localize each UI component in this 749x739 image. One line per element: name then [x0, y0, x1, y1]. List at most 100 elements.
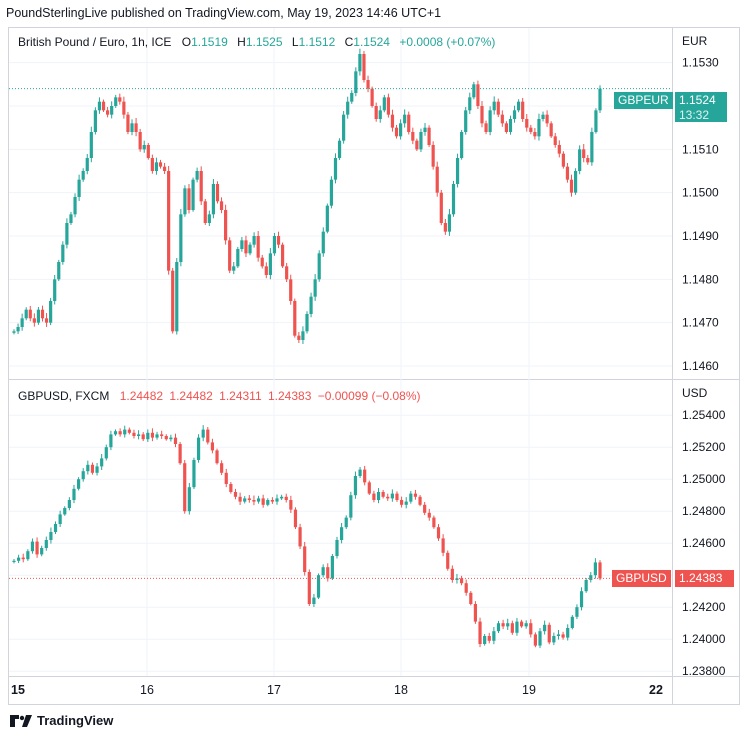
gbpeur-low-label: L — [291, 35, 299, 49]
candle-body — [370, 88, 374, 106]
candle-body — [553, 136, 557, 145]
candle-body — [67, 500, 71, 508]
candle-body — [260, 257, 264, 267]
candle-body — [236, 249, 240, 267]
y-tick-label: 1.1460 — [682, 359, 719, 373]
candle-body — [150, 432, 155, 438]
candle-body — [307, 572, 311, 604]
candle-body — [432, 517, 436, 528]
gbpusd-price-tag: 1.24383 — [675, 570, 734, 587]
candle-body — [533, 132, 537, 137]
candle-body — [293, 509, 298, 528]
x-tick-label: 17 — [267, 683, 281, 697]
candle-body — [309, 296, 313, 314]
candle-body — [110, 106, 114, 115]
candle-body — [510, 623, 514, 633]
candle-body — [105, 110, 110, 115]
candle-body — [455, 578, 459, 580]
candle-body — [390, 493, 394, 499]
candle-body — [219, 201, 224, 210]
candle-body — [573, 171, 578, 193]
candle-body — [109, 434, 113, 448]
candle-body — [439, 192, 443, 223]
candle-body — [122, 101, 126, 115]
candle-body — [329, 179, 334, 206]
x-tick-label: 19 — [522, 683, 536, 697]
y-tick-label: 1.24800 — [682, 504, 726, 518]
candle-body — [104, 447, 108, 459]
candle-body — [57, 262, 61, 280]
candle-body — [342, 114, 346, 141]
candle-body — [175, 262, 179, 332]
candle-body — [93, 110, 97, 132]
gbpeur-symbol-tag: GBPEUR — [614, 92, 673, 109]
gbpeur-close-value: 1.1524 — [353, 35, 390, 49]
candle-body — [512, 110, 517, 119]
candle-body — [436, 527, 441, 539]
candle-body — [164, 436, 168, 440]
candle-body — [138, 132, 142, 150]
candle-body — [460, 132, 464, 158]
candle-body — [346, 101, 350, 115]
candle-body — [264, 266, 268, 275]
candle-body — [313, 279, 317, 297]
candle-body — [127, 429, 131, 433]
candle-body — [431, 145, 435, 167]
candle-body — [154, 162, 159, 171]
y-tick-label: 1.1530 — [682, 56, 719, 70]
candle-body — [427, 127, 431, 145]
candle-body — [118, 431, 122, 435]
axis-unit-label: USD — [682, 386, 708, 400]
candle-body — [146, 432, 150, 440]
candle-body — [521, 101, 525, 119]
candle-body — [215, 450, 219, 464]
candle-body — [326, 567, 330, 579]
candle-body — [504, 123, 509, 132]
candle-body — [187, 188, 191, 210]
candle-body — [206, 429, 210, 443]
candle-body — [455, 158, 460, 184]
candle-body — [372, 493, 376, 500]
candle-body — [69, 214, 73, 223]
candle-body — [395, 493, 399, 500]
gbpeur-legend-title: British Pound / Euro, 1h, ICE — [18, 35, 172, 49]
candle-body — [36, 309, 41, 323]
candle-body — [272, 236, 277, 254]
tradingview-footer[interactable]: TradingView — [10, 713, 113, 728]
candle-body — [496, 623, 501, 632]
candle-body — [435, 166, 439, 193]
x-tick-label: 18 — [394, 683, 408, 697]
candle-body — [187, 487, 191, 512]
candle-body — [240, 240, 244, 249]
candle-body — [423, 127, 427, 132]
candle-body — [229, 484, 233, 492]
candle-body — [353, 476, 358, 496]
candle-body — [256, 498, 261, 502]
candle-body — [441, 538, 445, 553]
gbpusd-close-value: 1.24383 — [268, 389, 312, 403]
candle-body — [427, 512, 431, 518]
candle-body — [280, 496, 284, 499]
candle-body — [480, 106, 484, 124]
candle-body — [224, 472, 228, 484]
gbpeur-close-label: C — [344, 35, 354, 49]
gbpeur-high-value: 1.1525 — [245, 35, 283, 49]
candle-body — [541, 114, 545, 119]
candle-body — [297, 335, 301, 340]
publisher-header: PoundSterlingLive published on TradingVi… — [6, 6, 442, 20]
candle-body — [232, 266, 236, 271]
tradingview-logo-icon — [10, 714, 32, 727]
y-tick-label: 1.25400 — [682, 408, 726, 422]
candle-body — [158, 162, 163, 167]
candle-body — [529, 127, 533, 132]
candle-body — [49, 532, 53, 540]
candle-body — [584, 580, 588, 592]
candle-body — [211, 184, 216, 215]
candle-body — [378, 110, 382, 119]
candle-body — [561, 634, 565, 638]
candle-body — [24, 309, 28, 319]
candle-body — [538, 631, 542, 646]
candle-body — [443, 223, 447, 232]
candle-body — [508, 119, 513, 132]
